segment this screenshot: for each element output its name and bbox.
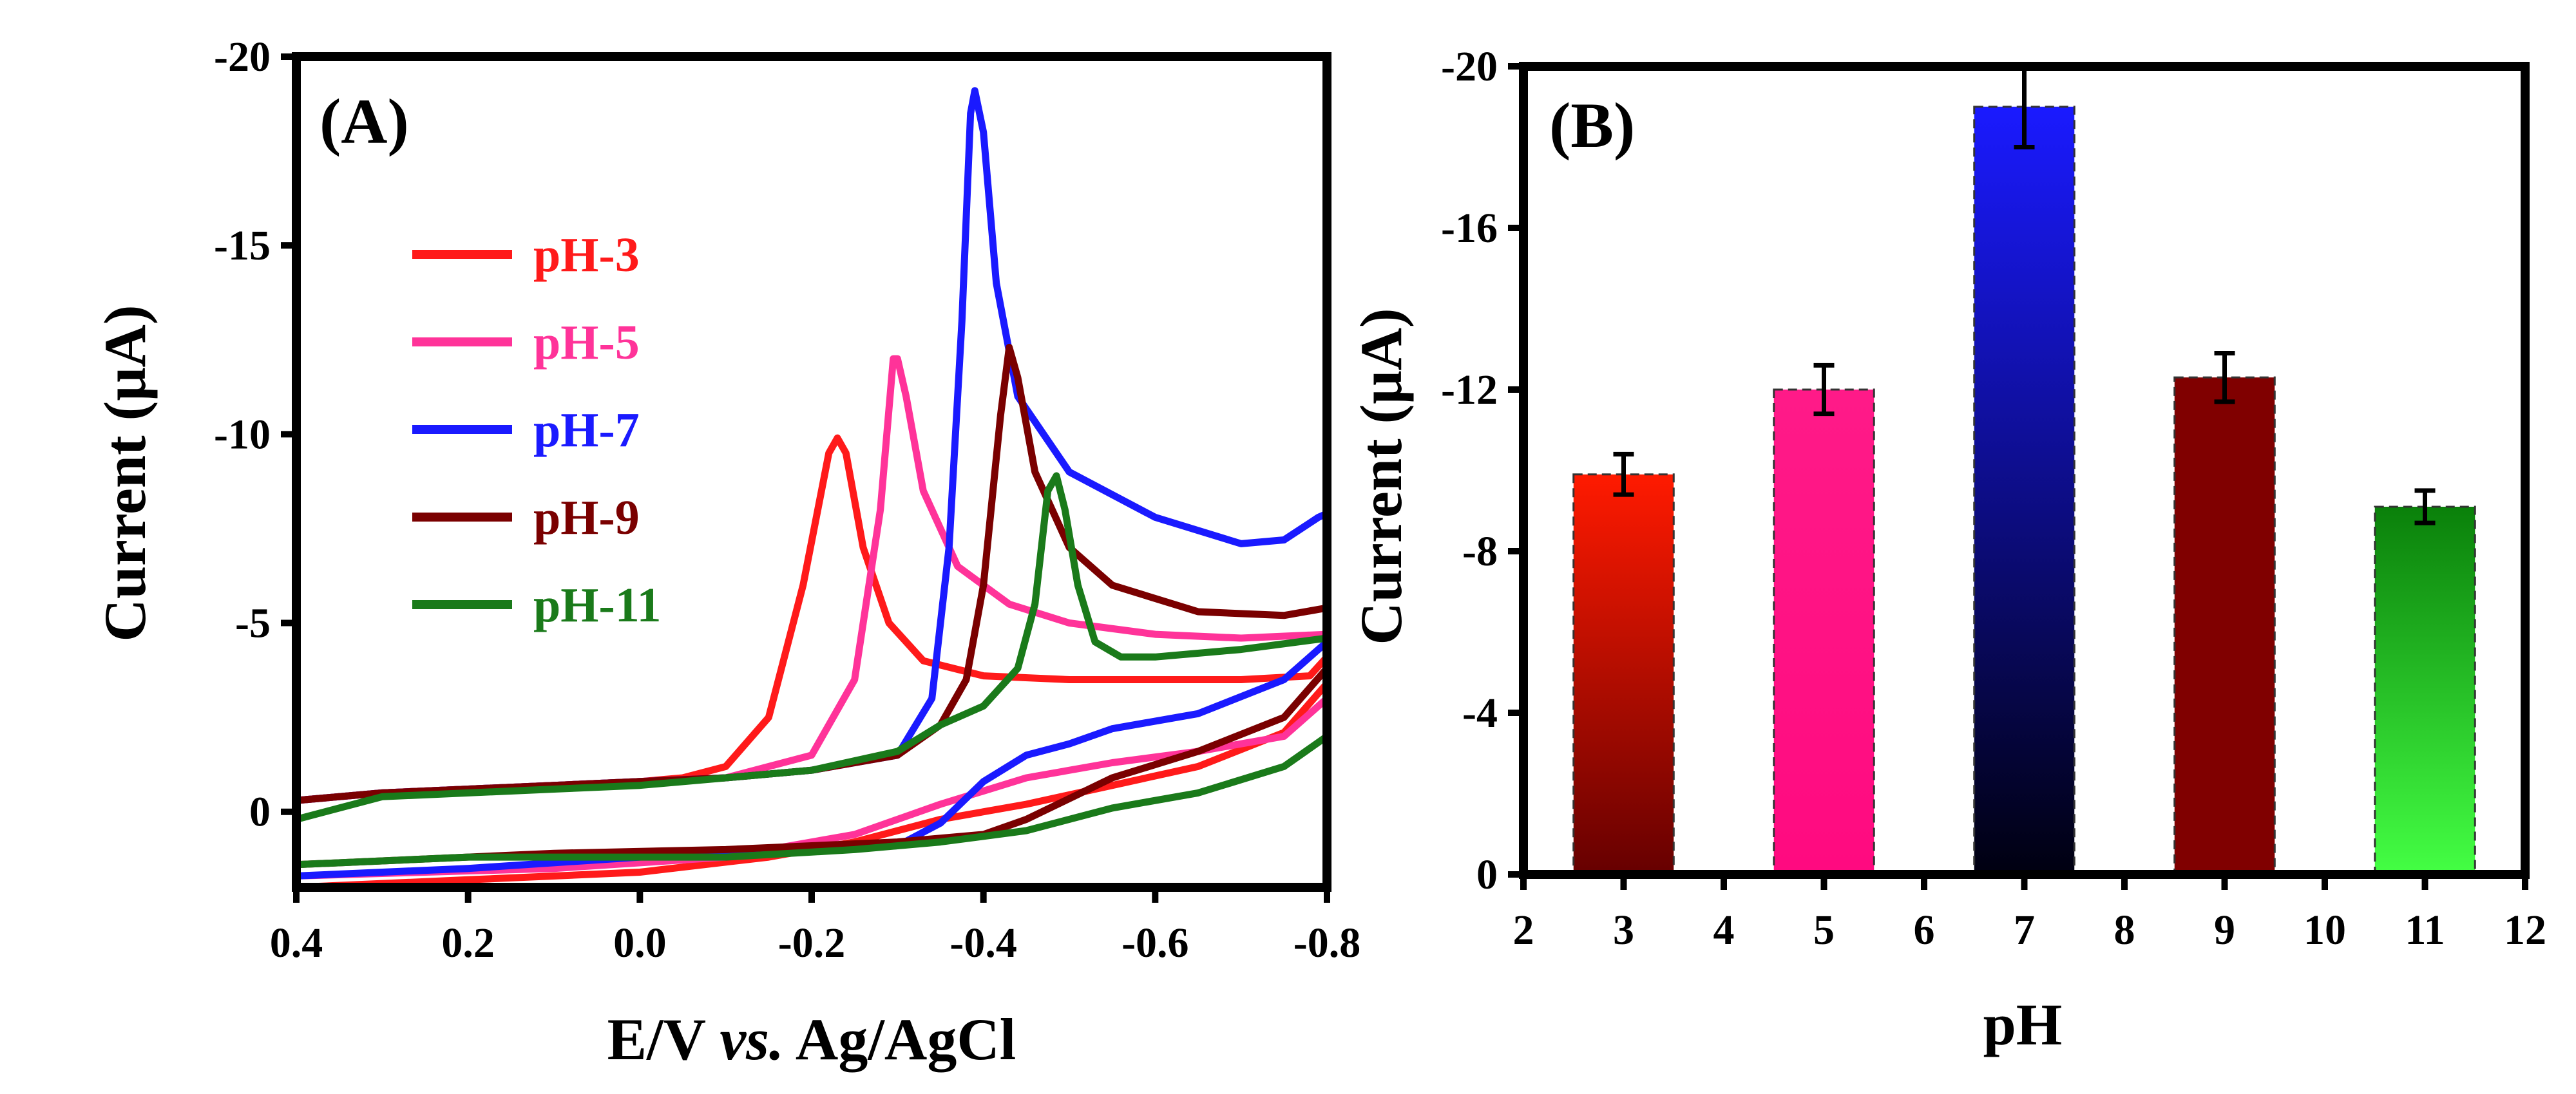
panel-a-x-axis-label: E/V vs. Ag/AgCl — [607, 1006, 1016, 1072]
bar-ph-3 — [1572, 473, 1675, 876]
y-tick-label: -10 — [214, 411, 271, 458]
x-tick-label: 11 — [2405, 907, 2445, 954]
y-tick-label: -8 — [1462, 528, 1498, 575]
x-tick-label: 5 — [1813, 907, 1835, 954]
panel-a-y-axis-label: Current (μA) — [92, 305, 158, 641]
x-tick-label: 2 — [1513, 907, 1534, 954]
y-tick-label: -4 — [1462, 690, 1498, 737]
y-tick-label: -12 — [1441, 366, 1498, 413]
legend-label-ph-7: pH-7 — [533, 403, 640, 457]
panel-a-x-axis: 0.4 0.2 0.0 -0.2 -0.4 -0.6 -0.8 — [270, 887, 1360, 967]
bar-ph-9 — [2173, 376, 2276, 876]
y-tick-label: -5 — [235, 600, 271, 647]
x-tick-label: 9 — [2214, 907, 2235, 954]
y-tick-label: -16 — [1441, 205, 1498, 252]
y-tick-label: -20 — [214, 33, 271, 80]
y-tick-label: -20 — [1441, 43, 1498, 90]
x-tick-label: 8 — [2114, 907, 2135, 954]
y-tick-label: -15 — [214, 222, 271, 269]
x-tick-label: 10 — [2304, 907, 2346, 954]
bar-ph-11 — [2374, 505, 2476, 876]
x-tick-label: 0.2 — [441, 920, 495, 967]
x-tick-label: 4 — [1713, 907, 1735, 954]
x-tick-label: -0.2 — [778, 920, 845, 967]
cv-curve-ph-11 — [292, 472, 1331, 869]
legend-label-ph-3: pH-3 — [533, 228, 640, 282]
panel-b-y-axis: 0 -4 -8 -12 -16 -20 — [1441, 43, 1523, 898]
x-tick-label: -0.4 — [949, 920, 1016, 967]
panel-b-chart: 2 3 4 5 6 7 8 9 10 11 12 0 -4 -8 -12 -16 -20 (B) pH Cur… — [1348, 43, 2546, 1057]
x-tick-label: 0.4 — [270, 920, 323, 967]
y-tick-label: 0 — [249, 789, 271, 836]
panel-a-chart: 0.4 0.2 0.0 -0.2 -0.4 -0.6 -0.8 0 -5 -10 -15 -20 (… — [92, 33, 1360, 1072]
panel-a-legend: pH-3 pH-5 pH-7 pH-9 pH-11 — [412, 228, 662, 632]
panel-a-y-axis: 0 -5 -10 -15 -20 — [214, 33, 296, 836]
y-tick-label: 0 — [1476, 851, 1498, 898]
panel-b-y-axis-label: Current (μA) — [1348, 308, 1414, 645]
x-tick-label: 7 — [2014, 907, 2035, 954]
cv-curve-ph-3 — [292, 434, 1331, 891]
legend-label-ph-11: pH-11 — [533, 578, 662, 632]
x-tick-label: 6 — [1914, 907, 1935, 954]
legend-label-ph-5: pH-5 — [533, 316, 640, 370]
x-tick-label: 0.0 — [613, 920, 667, 967]
panel-b-bars — [1572, 106, 2476, 876]
bar-ph-5 — [1773, 388, 1875, 876]
panel-b-x-axis: 2 3 4 5 6 7 8 9 10 11 12 — [1513, 874, 2546, 954]
bar-ph-7 — [1973, 106, 2075, 876]
x-tick-label: -0.8 — [1293, 920, 1360, 967]
panel-b-label: (B) — [1549, 90, 1635, 161]
panel-b-x-axis-label: pH — [1983, 992, 2063, 1057]
panel-a-curves — [292, 87, 1331, 891]
legend-label-ph-9: pH-9 — [533, 491, 640, 545]
panel-a-label: (A) — [320, 86, 409, 157]
x-tick-label: -0.6 — [1121, 920, 1188, 967]
x-tick-label: 12 — [2504, 907, 2546, 954]
x-tick-label: 3 — [1613, 907, 1634, 954]
